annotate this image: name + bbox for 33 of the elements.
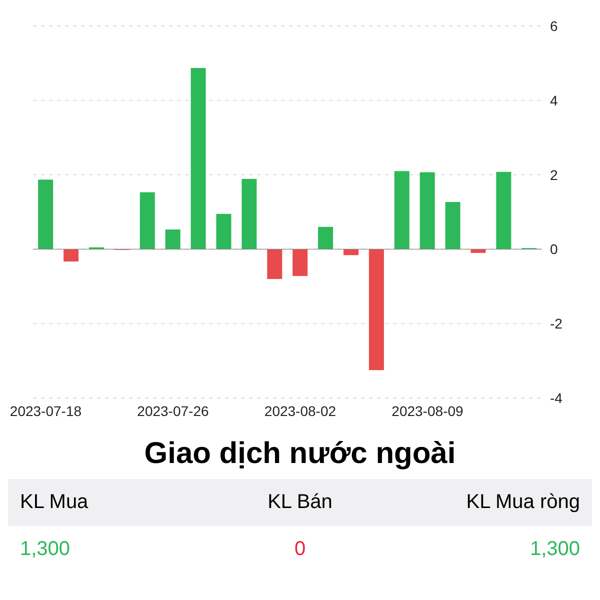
bar: [420, 172, 435, 250]
y-tick-label: 6: [550, 18, 558, 34]
bar: [140, 192, 155, 250]
bar: [496, 172, 512, 250]
bar: [242, 178, 257, 250]
y-tick-label: -2: [550, 316, 563, 332]
bar: [343, 249, 358, 256]
bar: [292, 249, 308, 276]
x-tick-label: 2023-07-26: [137, 402, 209, 419]
y-tick-label: 0: [550, 241, 558, 258]
text: KL Mua ròng: [465, 491, 580, 514]
y-tick-label: 2: [550, 166, 558, 183]
text: 1,300: [528, 538, 580, 561]
x-tick-label: 2023-07-18: [10, 402, 82, 419]
bar: [368, 249, 384, 370]
x-tick-label: 2023-08-09: [392, 402, 464, 419]
text: KL Mua: [20, 491, 90, 514]
y-tick-label: -4: [550, 390, 563, 406]
text: Giao dịch nước ngoài: [143, 437, 457, 471]
bar: [318, 226, 334, 250]
bar: [64, 249, 79, 262]
bar: [216, 214, 232, 250]
text: 1,300: [20, 538, 72, 561]
x-tick-label: 2023-08-02: [264, 402, 336, 419]
text: 0: [293, 538, 307, 561]
bar: [267, 249, 282, 279]
bar: [190, 68, 206, 250]
bar: [38, 180, 54, 250]
text: KL Bán: [266, 491, 334, 514]
y-tick-label: 4: [550, 92, 558, 108]
bar: [165, 229, 180, 250]
bar: [445, 202, 460, 250]
bar: [394, 171, 410, 250]
